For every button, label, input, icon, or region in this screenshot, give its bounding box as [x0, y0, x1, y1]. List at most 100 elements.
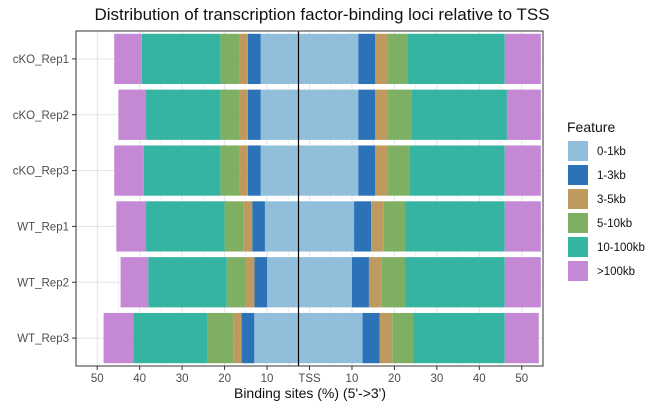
- bar-segment-upstream: [247, 33, 261, 85]
- x-tick-label: 10: [261, 373, 274, 385]
- x-tick-label: 40: [473, 373, 486, 385]
- bar-segment-downstream: [392, 312, 414, 364]
- legend-swatch: [568, 261, 588, 281]
- bar-segment-downstream: [309, 89, 359, 140]
- bar-segment-downstream: [358, 33, 376, 85]
- x-tick-label: 20: [218, 373, 231, 385]
- bar-segment-downstream: [358, 89, 376, 140]
- chart-title: Distribution of transcription factor-bin…: [94, 5, 549, 24]
- y-tick-label: cKO_Rep1: [13, 54, 69, 66]
- legend-label: 1-3kb: [597, 170, 626, 182]
- y-tick-label: cKO_Rep3: [13, 166, 69, 178]
- bar-segment-upstream: [267, 257, 310, 308]
- x-tick-label: 50: [515, 373, 528, 385]
- bar-segment-upstream: [264, 201, 310, 252]
- bar-segment-downstream: [413, 312, 505, 364]
- bar-segment-downstream: [371, 201, 384, 252]
- x-tick-label: 30: [176, 373, 189, 385]
- bar-segment-upstream: [224, 201, 244, 252]
- bar-segment-downstream: [309, 201, 355, 252]
- bar-segment-upstream: [247, 145, 261, 196]
- bar-segment-upstream: [247, 89, 261, 140]
- y-tick-label: WT_Rep1: [17, 221, 69, 233]
- bar-segment-upstream: [141, 33, 221, 85]
- x-tick-label: 30: [430, 373, 443, 385]
- bar-segment-upstream: [239, 145, 248, 196]
- bar-segment-downstream: [407, 33, 505, 85]
- legend-label: 10-100kb: [597, 242, 645, 254]
- bar-segment-upstream: [260, 145, 310, 196]
- bar-segment-upstream: [116, 201, 147, 252]
- bar-segment-upstream: [103, 312, 134, 364]
- legend-label: 5-10kb: [597, 218, 632, 230]
- bar-segment-upstream: [252, 201, 265, 252]
- bar-segment-downstream: [388, 33, 408, 85]
- bar-segment-downstream: [375, 89, 389, 140]
- y-tick-label: WT_Rep2: [17, 277, 69, 289]
- bar-segment-downstream: [405, 201, 505, 252]
- bar-segment-upstream: [133, 312, 208, 364]
- legend: Feature 0-1kb 1-3kb 3-5kb 5-10kb 10-100kb >10…: [567, 119, 645, 281]
- bar-segment-downstream: [409, 145, 505, 196]
- bar-segment-downstream: [504, 145, 541, 196]
- bar-segment-upstream: [143, 145, 221, 196]
- bar-segment-upstream: [148, 257, 227, 308]
- legend-title: Feature: [567, 119, 615, 135]
- bar-segment-upstream: [114, 145, 144, 196]
- bar-segment-upstream: [243, 201, 253, 252]
- x-tick-label: TSS: [298, 373, 321, 385]
- bar-segment-downstream: [504, 257, 541, 308]
- bar-segment-downstream: [405, 257, 505, 308]
- bar-segment-upstream: [220, 89, 240, 140]
- bar-segment-downstream: [375, 33, 389, 85]
- bar-segment-upstream: [233, 312, 242, 364]
- bar-segment-upstream: [220, 33, 240, 85]
- bar-segment-upstream: [146, 89, 221, 140]
- legend-swatch: [568, 141, 588, 161]
- legend-swatch: [568, 189, 588, 209]
- bar-segment-upstream: [114, 33, 142, 85]
- bar-segment-upstream: [254, 312, 310, 364]
- bar-segment-downstream: [368, 257, 382, 308]
- bar-segment-upstream: [239, 33, 248, 85]
- x-axis-label: Binding sites (%) (5'->3'): [234, 385, 386, 401]
- bar-segment-downstream: [309, 257, 352, 308]
- bar-segment-downstream: [504, 312, 539, 364]
- x-tick-label: 40: [133, 373, 146, 385]
- bar-segment-downstream: [383, 201, 406, 252]
- y-tick-label: WT_Rep3: [17, 333, 69, 345]
- legend-label: 0-1kb: [597, 146, 626, 158]
- legend-swatch: [568, 213, 588, 233]
- y-tick-label: cKO_Rep2: [13, 110, 69, 122]
- bar-segment-downstream: [504, 33, 541, 85]
- legend-label: 3-5kb: [597, 194, 626, 206]
- bar-segment-downstream: [381, 257, 406, 308]
- bar-segment-upstream: [260, 89, 310, 140]
- x-axis: 50 40 30 20 10 TSS 10 20 30 40 50: [91, 366, 528, 385]
- x-tick-label: 20: [388, 373, 401, 385]
- bar-segment-upstream: [260, 33, 310, 85]
- bar-segment-downstream: [504, 201, 541, 252]
- bar-segment-upstream: [239, 89, 248, 140]
- bar-segment-upstream: [120, 257, 149, 308]
- bar-segment-upstream: [118, 89, 147, 140]
- bar-segment-downstream: [379, 312, 393, 364]
- x-tick-label: 50: [91, 373, 104, 385]
- bar-segment-downstream: [354, 201, 372, 252]
- legend-swatch: [568, 165, 588, 185]
- legend-swatch: [568, 237, 588, 257]
- bar-segment-downstream: [411, 89, 507, 140]
- bar-segment-upstream: [220, 145, 240, 196]
- bar-segment-upstream: [146, 201, 225, 252]
- y-axis: cKO_Rep1 cKO_Rep2 cKO_Rep3 WT_Rep1 WT_Rep2 WT…: [13, 54, 76, 345]
- bar-segment-downstream: [358, 145, 376, 196]
- bar-segment-downstream: [309, 33, 359, 85]
- bar-segment-downstream: [388, 145, 410, 196]
- bar-segment-upstream: [245, 257, 255, 308]
- bar-segment-downstream: [506, 89, 541, 140]
- bar-segment-downstream: [375, 145, 389, 196]
- bar-segment-upstream: [207, 312, 234, 364]
- bar-segment-downstream: [309, 145, 359, 196]
